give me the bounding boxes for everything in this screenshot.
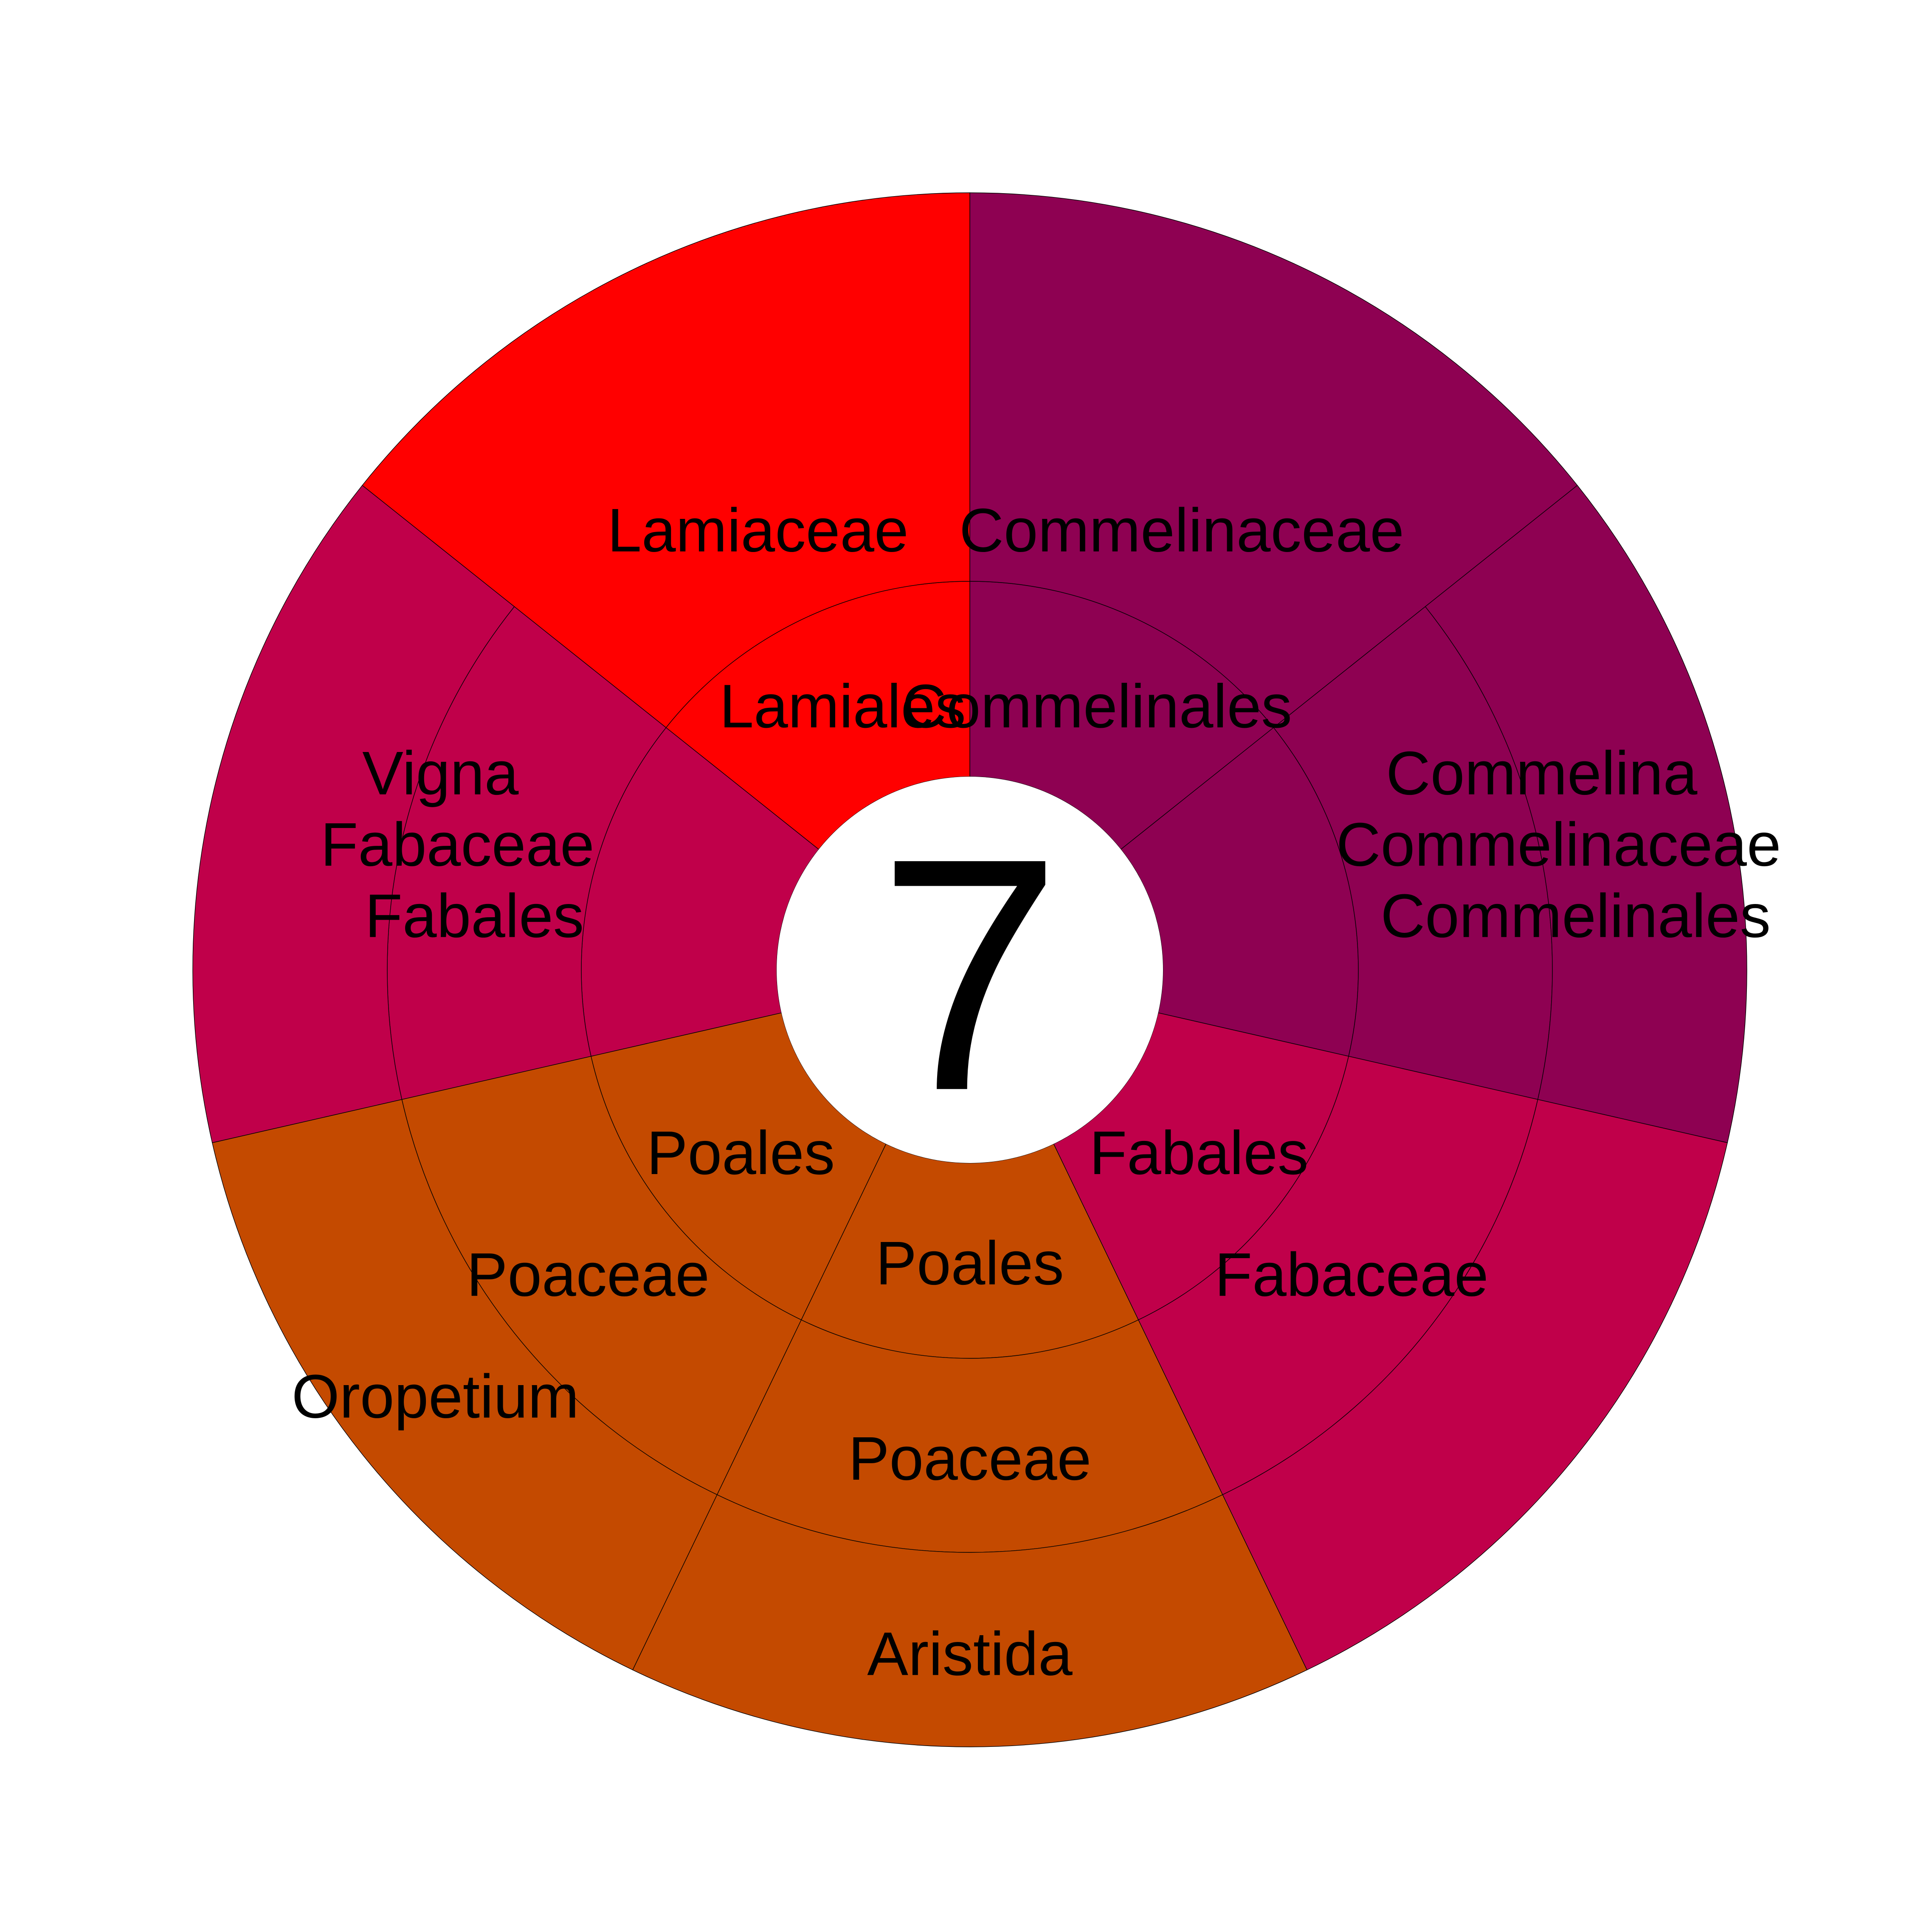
segment-fabales-a-ring-3 [1222, 1099, 1728, 1670]
segment-poales-b-ring-3 [212, 1099, 718, 1670]
segment-commelinales-a-ring-2 [969, 192, 1578, 728]
label-commelinales-a-ring-2: Commelinaceae [959, 496, 1404, 565]
label-fabales-a-ring-2: Fabaceae [1215, 1240, 1489, 1309]
label-fabales-b-ring-3: Vigna [362, 739, 519, 808]
label-fabales-a-ring-1: Fabales [1090, 1118, 1309, 1187]
label-lamiales-ring-2: Lamiaceae [607, 496, 908, 565]
label-poales-a-ring-2: Poaceae [848, 1424, 1091, 1493]
label-poales-a-ring-1: Poales [876, 1229, 1064, 1298]
label-poales-b-ring-2: Poaceae [467, 1240, 710, 1309]
label-commelinales-b-ring-1: Commelinales [1380, 882, 1771, 950]
segment-commelinales-b-ring-3 [1425, 485, 1747, 1143]
segment-poales-a-ring-3 [632, 1494, 1307, 1747]
label-poales-b-ring-3: Oropetium [292, 1362, 579, 1431]
label-commelinales-b-ring-3: Commelina [1386, 739, 1698, 808]
label-poales-a-ring-3: Aristida [867, 1619, 1073, 1688]
label-commelinales-a-ring-1: Commelinales [902, 672, 1292, 741]
label-commelinales-b-ring-2: Commelinaceae [1336, 810, 1781, 879]
label-fabales-b-ring-2: Fabaceae [321, 810, 594, 879]
label-fabales-b-ring-1: Fabales [365, 882, 584, 950]
label-poales-b-ring-1: Poales [647, 1118, 835, 1187]
center-circle [777, 777, 1163, 1163]
segment-fabales-b-ring-3 [192, 485, 515, 1143]
sunburst-labels: CommelinalesCommelinaceaeCommelinaCommel… [292, 496, 1781, 1688]
center-label: 7 [878, 790, 1062, 1160]
segment-lamiales-ring-2 [362, 192, 970, 728]
label-lamiales-ring-1: Lamiales [719, 672, 966, 741]
sunburst-segments [192, 192, 1747, 1747]
